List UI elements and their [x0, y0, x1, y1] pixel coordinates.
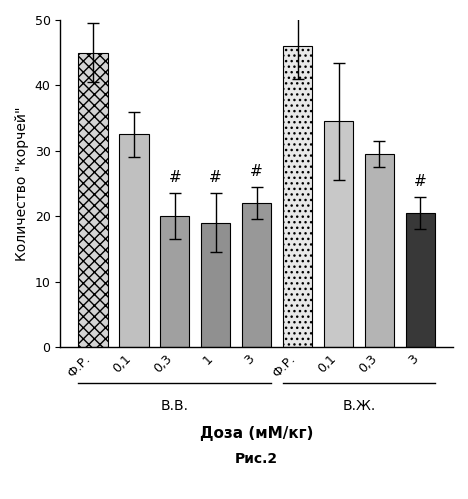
Bar	[201, 223, 230, 347]
Text: В.Ж.: В.Ж.	[343, 399, 376, 413]
Bar	[119, 134, 148, 347]
Bar	[406, 213, 435, 347]
Text: #: #	[250, 164, 263, 179]
Text: Доза (мМ/кг): Доза (мМ/кг)	[200, 426, 314, 441]
Text: Рис.2: Рис.2	[235, 452, 278, 466]
Bar	[365, 154, 394, 347]
Y-axis label: Количество "корчей": Количество "корчей"	[15, 106, 29, 261]
Text: В.В.: В.В.	[161, 399, 189, 413]
Text: #: #	[168, 171, 181, 186]
Text: #: #	[414, 174, 427, 189]
Text: #: #	[209, 171, 222, 186]
Bar	[160, 216, 190, 347]
Bar	[242, 203, 271, 347]
Bar	[283, 46, 312, 347]
Bar	[324, 121, 353, 347]
Bar	[78, 53, 108, 347]
